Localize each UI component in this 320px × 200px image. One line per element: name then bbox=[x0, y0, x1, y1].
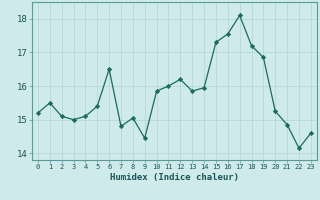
X-axis label: Humidex (Indice chaleur): Humidex (Indice chaleur) bbox=[110, 173, 239, 182]
